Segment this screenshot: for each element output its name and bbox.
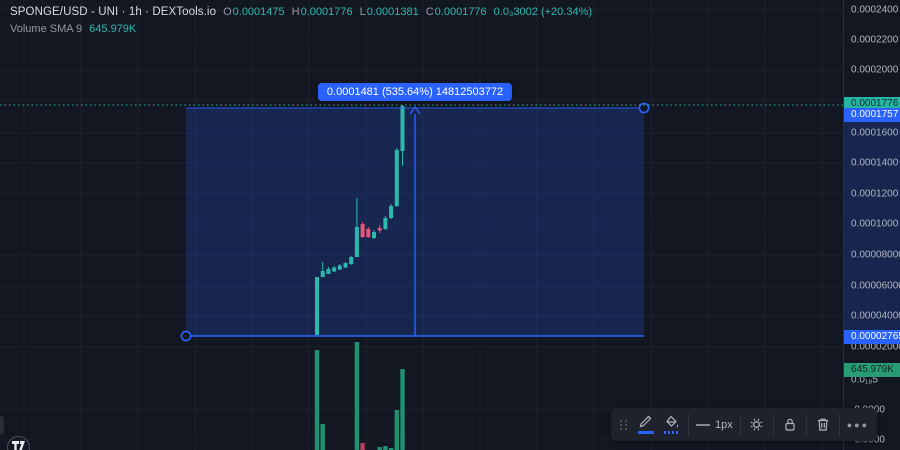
measure-axis-highlight xyxy=(844,108,900,336)
price-axis-tick: 0.0001600 xyxy=(851,127,899,139)
paint-bucket-icon xyxy=(666,415,679,428)
volume-bar xyxy=(383,446,388,450)
candle-body xyxy=(400,106,405,151)
ellipsis-icon: ●●● xyxy=(846,419,870,430)
candle-body xyxy=(360,224,365,237)
volume-bar xyxy=(354,342,360,450)
candle-body xyxy=(337,265,342,270)
lock-button[interactable] xyxy=(777,412,803,438)
line-width-icon xyxy=(696,423,710,426)
price-axis-label-blue: 0.00002765 xyxy=(844,330,900,344)
price-axis-tick: 0.0001200 xyxy=(851,188,899,200)
measure-arrow-up xyxy=(409,105,421,115)
volume-bar xyxy=(360,443,365,450)
candle-body xyxy=(343,263,348,268)
candle-body xyxy=(349,257,354,264)
price-axis-tick: 0.00006000 xyxy=(851,280,900,292)
price-axis-label-teal: 0.0001776 xyxy=(844,97,900,111)
chart-canvas[interactable] xyxy=(0,0,843,450)
close-value: 0.0001776 xyxy=(434,6,487,18)
candle-body xyxy=(383,218,388,229)
drawing-toolbar: 1px xyxy=(611,408,878,441)
candle-body xyxy=(354,227,359,257)
fill-color-swatch xyxy=(664,431,680,434)
volume-bar xyxy=(314,350,320,450)
candle-body xyxy=(394,150,399,206)
tradingview-logo-icon xyxy=(12,441,25,450)
delete-button[interactable] xyxy=(810,412,836,438)
candle-body xyxy=(332,267,337,272)
gear-icon xyxy=(750,418,763,431)
lock-icon xyxy=(785,418,795,431)
price-axis-label-blue: 0.0001757 xyxy=(844,108,900,122)
price-axis-tick: 0.00002000 xyxy=(851,341,900,353)
measure-handle[interactable] xyxy=(638,102,650,114)
pencil-icon xyxy=(639,415,652,428)
volume-bar xyxy=(377,447,382,450)
candle-body xyxy=(372,232,376,238)
ohlc-values: O 0.0001475 H 0.0001776 L 0.0001381 C 0.0001… xyxy=(223,6,592,18)
line-color-swatch xyxy=(638,431,654,434)
price-axis-tick: 0.00004000 xyxy=(851,310,900,322)
toolbar-separator xyxy=(772,413,774,436)
indicator-value: 645.979K xyxy=(89,23,137,35)
toolbar-separator xyxy=(739,413,741,436)
volume-bar xyxy=(400,369,405,450)
measure-handle[interactable] xyxy=(180,330,192,342)
line-color-button[interactable] xyxy=(633,412,659,438)
candle-body xyxy=(377,228,382,231)
open-label: O xyxy=(223,6,232,18)
volume-bar xyxy=(320,424,325,450)
trash-icon xyxy=(817,418,828,431)
toolbar-drag-handle[interactable] xyxy=(615,419,633,430)
close-label: C xyxy=(425,6,434,18)
volume-bar xyxy=(394,410,399,450)
price-axis-tick: 0.0001400 xyxy=(851,157,899,169)
candle-body xyxy=(326,269,331,274)
price-axis-label-green: 645.979K xyxy=(844,363,900,377)
low-value: 0.0001381 xyxy=(366,6,419,18)
measure-tooltip[interactable]: 0.0001481 (535.64%) 14812503772 xyxy=(317,83,513,101)
candle-body xyxy=(366,229,371,237)
settings-button[interactable] xyxy=(744,412,770,438)
high-value: 0.0001776 xyxy=(300,6,353,18)
price-axis-tick: 0.0₁₈5 xyxy=(851,374,878,386)
more-options-button[interactable]: ●●● xyxy=(843,412,873,438)
line-width-button[interactable]: 1px xyxy=(692,412,737,438)
symbol-title[interactable]: SPONGE/USD - UNI · 1h · DEXTools.io xyxy=(10,6,217,18)
chart-legend: SPONGE/USD - UNI · 1h · DEXTools.io O 0.0… xyxy=(10,6,592,35)
price-axis-tick: 0.0001000 xyxy=(851,218,899,230)
price-axis-tick: 0.00008000 xyxy=(851,249,900,261)
candle-body xyxy=(320,271,325,277)
volume-bar xyxy=(388,448,394,450)
price-axis-tick: 0.0002000 xyxy=(851,64,899,76)
fill-color-button[interactable] xyxy=(659,412,685,438)
line-width-value: 1px xyxy=(715,418,733,431)
object-tree-edge-tab[interactable] xyxy=(0,416,4,434)
price-axis-tick: 0.0002200 xyxy=(851,34,899,46)
price-axis[interactable]: 0.0002400 0.0002200 0.0002000 0.0001600 0.00… xyxy=(843,0,900,450)
price-axis-tick: 0.0002400 xyxy=(851,4,899,16)
candle-body xyxy=(389,206,394,218)
low-label: L xyxy=(359,6,366,18)
toolbar-separator xyxy=(688,413,689,436)
tradingview-logo[interactable] xyxy=(7,436,30,450)
change-value: 0.0₃3002 (+20.34%) xyxy=(493,6,593,18)
indicator-name[interactable]: Volume SMA 9 xyxy=(10,23,83,35)
toolbar-separator xyxy=(838,413,840,436)
toolbar-separator xyxy=(805,413,807,436)
candle-body xyxy=(315,277,319,335)
open-value: 0.0001475 xyxy=(232,6,285,18)
high-label: H xyxy=(291,6,300,18)
